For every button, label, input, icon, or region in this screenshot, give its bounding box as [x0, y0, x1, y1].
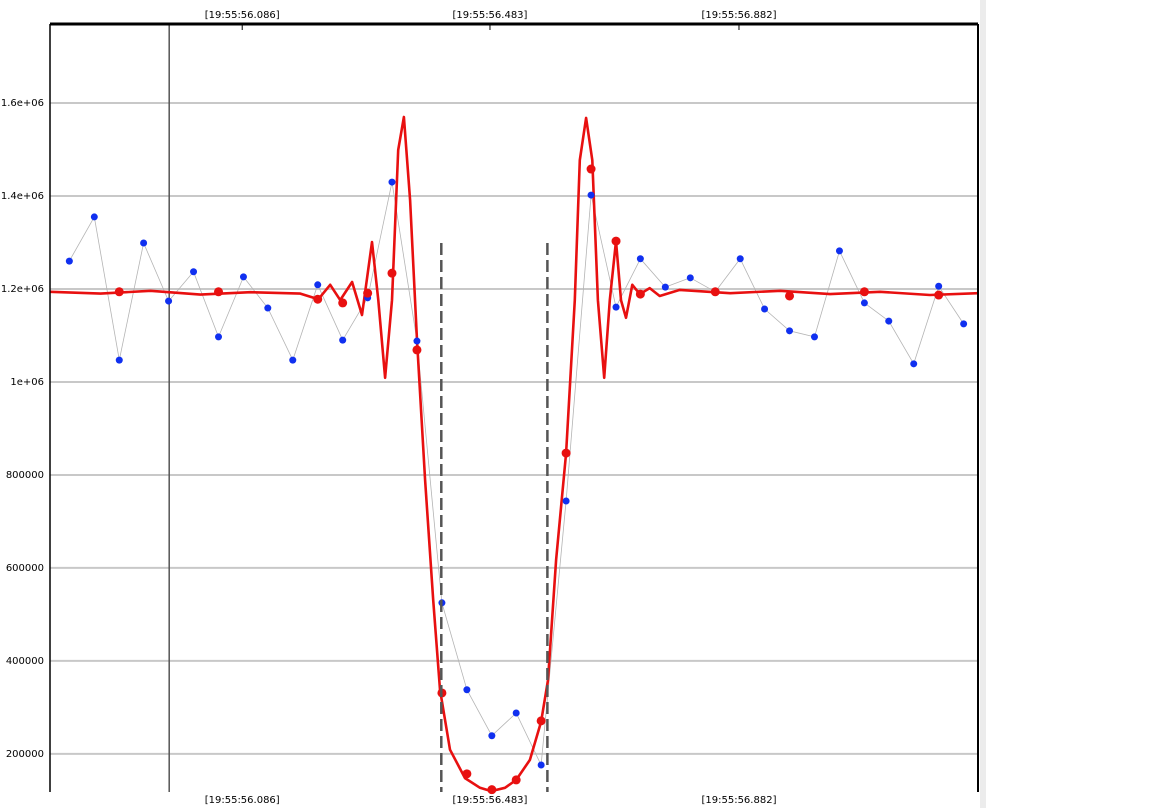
- data-point: [215, 333, 223, 341]
- data-point: [636, 255, 644, 263]
- data-point: [934, 290, 944, 300]
- data-point: [165, 297, 173, 305]
- data-point: [388, 178, 396, 186]
- data-point: [214, 287, 224, 297]
- data-point: [935, 282, 943, 290]
- data-point: [239, 273, 247, 281]
- data-point: [561, 448, 571, 458]
- data-point: [363, 288, 373, 298]
- y-tick-label: 200000: [6, 749, 44, 760]
- x-tick-label-top: [19:55:56.483]: [452, 10, 527, 21]
- plot-marks: [49, 24, 979, 795]
- data-point: [786, 327, 794, 335]
- data-point: [586, 164, 596, 174]
- data-point: [536, 716, 546, 726]
- data-point: [835, 247, 843, 255]
- data-point: [761, 305, 769, 313]
- data-point: [910, 360, 918, 368]
- data-point: [339, 336, 347, 344]
- data-point: [314, 281, 322, 289]
- y-tick-label: 800000: [6, 470, 44, 481]
- data-point: [860, 299, 868, 307]
- grid: [50, 102, 978, 755]
- data-point: [810, 333, 818, 341]
- x-tick-label-bottom: [19:55:56.882]: [701, 795, 776, 806]
- x-tick-label-top: [19:55:56.882]: [701, 10, 776, 21]
- data-point: [562, 497, 570, 505]
- data-point: [635, 289, 645, 299]
- data-point: [859, 287, 869, 297]
- data-point: [190, 268, 198, 276]
- x-tick-label-bottom: [19:55:56.483]: [452, 795, 527, 806]
- data-point: [140, 239, 148, 247]
- y-tick-label: 1.4e+06: [1, 191, 44, 202]
- data-point: [412, 345, 422, 355]
- data-point: [885, 317, 893, 325]
- data-point: [661, 283, 669, 291]
- data-point: [462, 769, 472, 779]
- data-point: [488, 732, 496, 740]
- data-point: [511, 775, 521, 785]
- y-tick-label: 600000: [6, 563, 44, 574]
- data-point: [736, 255, 744, 263]
- data-point: [587, 191, 595, 199]
- data-point: [686, 274, 694, 282]
- data-point: [960, 320, 968, 328]
- data-point: [387, 268, 397, 278]
- y-tick-label: 1e+06: [10, 377, 44, 388]
- data-point: [487, 785, 497, 795]
- data-point: [612, 303, 620, 311]
- data-point: [114, 287, 124, 297]
- data-point: [413, 337, 421, 345]
- data-point: [289, 356, 297, 364]
- data-point: [537, 761, 545, 769]
- data-point: [338, 298, 348, 308]
- data-point: [710, 287, 720, 297]
- data-point: [785, 291, 795, 301]
- x-tick-label-bottom: [19:55:56.086]: [205, 795, 280, 806]
- data-point: [463, 686, 471, 694]
- x-tick-label-top: [19:55:56.086]: [205, 10, 280, 21]
- y-tick-label: 400000: [6, 656, 44, 667]
- data-point: [65, 257, 73, 265]
- data-point: [115, 356, 123, 364]
- side-strip: [980, 0, 986, 808]
- y-tick-label: 1.6e+06: [1, 98, 44, 109]
- data-point: [313, 294, 323, 304]
- data-point: [90, 213, 98, 221]
- frame: [49, 22, 979, 792]
- data-point: [264, 304, 272, 312]
- y-tick-label: 1.2e+06: [1, 284, 44, 295]
- data-point: [512, 709, 520, 717]
- data-point: [611, 236, 621, 246]
